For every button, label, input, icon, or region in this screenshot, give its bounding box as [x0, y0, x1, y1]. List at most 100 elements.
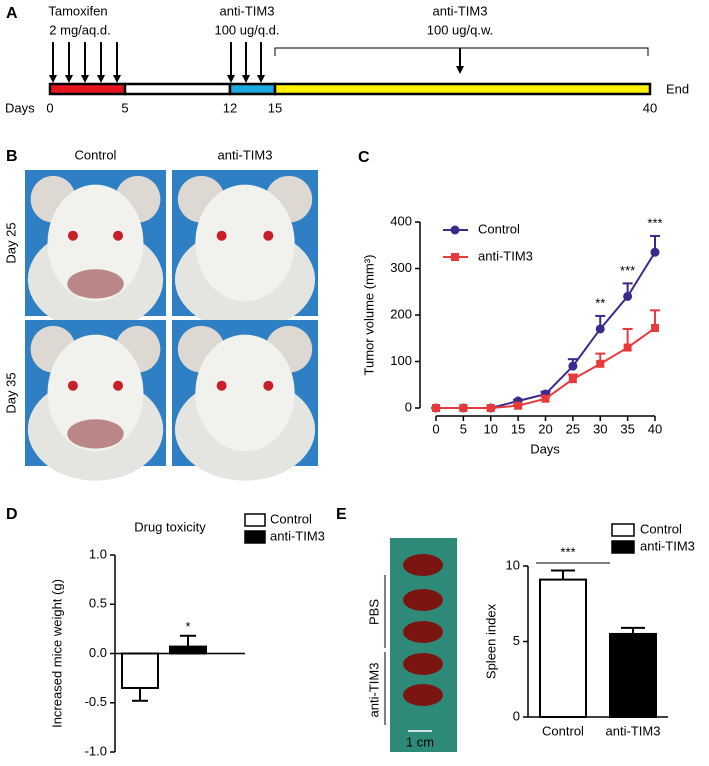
column-label: Control — [75, 147, 117, 162]
mouse-head — [47, 334, 144, 452]
timeline-segment — [48, 82, 127, 96]
timeline-segment — [228, 82, 277, 96]
timeline-axis-label: Days — [5, 100, 35, 115]
y-axis-label: Spleen index — [483, 603, 498, 679]
arrow-head — [242, 75, 250, 83]
annotation: *** — [620, 263, 635, 278]
legend-swatch — [611, 540, 635, 554]
arrow-head — [81, 75, 89, 83]
y-tick-label: 1.0 — [89, 546, 107, 561]
x-tick-label: 35 — [620, 421, 634, 436]
spleen — [403, 653, 443, 675]
y-axis-label: Tumor volume (mm³) — [361, 255, 376, 376]
x-tick-label: 25 — [566, 421, 580, 436]
bracket — [274, 47, 649, 56]
lesion — [67, 269, 124, 299]
y-tick-label: 5 — [513, 633, 520, 648]
legend-label: anti-TIM3 — [270, 528, 325, 543]
y-tick-label: 0.0 — [89, 645, 107, 660]
legend-label: Control — [640, 521, 682, 536]
marker — [432, 404, 440, 412]
lesion — [67, 419, 124, 449]
timeline-segment — [123, 82, 232, 96]
bar — [539, 578, 587, 719]
mouse-eye — [263, 230, 274, 241]
x-tick-label: 5 — [460, 421, 467, 436]
marker — [623, 343, 632, 352]
marker — [450, 225, 460, 235]
y-tick-label: -0.5 — [85, 694, 107, 709]
y-axis-label: Increased mice weight (g) — [49, 579, 64, 728]
marker — [568, 361, 578, 371]
panel-label: B — [6, 148, 18, 165]
x-axis-label: Days — [530, 441, 560, 456]
arrow-head — [227, 75, 235, 83]
mouse-head — [47, 184, 144, 302]
mouse-eye — [67, 230, 78, 241]
timeline-day: 5 — [121, 100, 128, 115]
marker — [568, 375, 577, 384]
x-tick-label: 30 — [593, 421, 607, 436]
mouse-eye — [113, 230, 124, 241]
timeline-label: 2 mg/aq.d. — [49, 22, 110, 37]
marker — [623, 291, 633, 301]
y-tick-label: 300 — [390, 260, 412, 275]
y-tick-label: 0 — [513, 708, 520, 723]
x-tick-label: 0 — [432, 421, 439, 436]
timeline-label: anti-TIM3 — [220, 3, 275, 18]
y-tick-label: 400 — [390, 213, 412, 228]
legend-swatch — [244, 513, 266, 527]
legend-swatch — [244, 530, 266, 544]
x-tick-label: 20 — [538, 421, 552, 436]
bar — [169, 645, 207, 655]
group-label: anti-TIM3 — [366, 663, 381, 718]
y-tick-label: 0 — [405, 399, 412, 414]
spleen — [403, 684, 443, 706]
x-tick-label: 10 — [484, 421, 498, 436]
marker — [595, 324, 605, 334]
panel-label: C — [358, 149, 370, 166]
legend-label: Control — [270, 511, 312, 526]
marker — [596, 359, 605, 368]
marker — [451, 253, 459, 261]
mouse-eye — [216, 230, 227, 241]
x-tick-label: 15 — [511, 421, 525, 436]
column-label: anti-TIM3 — [218, 147, 273, 162]
legend-label: anti-TIM3 — [478, 248, 533, 263]
timeline-label: Tamoxifen — [48, 3, 107, 18]
marker — [541, 394, 550, 403]
x-tick-label: anti-TIM3 — [606, 723, 661, 738]
annotation: * — [185, 619, 190, 634]
arrow-head — [65, 75, 73, 83]
scale-label: 1 cm — [406, 734, 434, 749]
timeline-label: 100 ug/q.w. — [427, 22, 494, 37]
spleen — [403, 589, 443, 611]
mouse-eye — [263, 380, 274, 391]
group-label: PBS — [366, 599, 381, 625]
marker — [486, 404, 495, 412]
timeline-day: 0 — [46, 100, 53, 115]
panel-label: E — [336, 506, 347, 523]
y-tick-label: 0.5 — [89, 596, 107, 611]
legend-label: Control — [478, 221, 520, 236]
y-tick-label: 200 — [390, 306, 412, 321]
mouse-head — [195, 334, 295, 452]
chart-title: Drug toxicity — [134, 519, 206, 534]
bar — [609, 632, 657, 719]
annotation: ** — [595, 295, 605, 310]
arrow-head — [456, 66, 464, 74]
bar — [121, 652, 159, 689]
timeline-day: 40 — [643, 100, 657, 115]
arrow-head — [49, 75, 57, 83]
legend-label: anti-TIM3 — [640, 538, 695, 553]
timeline-day: 12 — [223, 100, 237, 115]
spleen — [403, 621, 443, 643]
timeline-day: 15 — [268, 100, 282, 115]
mouse-head — [195, 184, 295, 302]
marker — [651, 324, 659, 333]
panel-label: D — [6, 506, 18, 523]
legend-swatch — [611, 523, 635, 537]
x-tick-label: 40 — [648, 421, 662, 436]
timeline-end: End — [666, 81, 689, 96]
